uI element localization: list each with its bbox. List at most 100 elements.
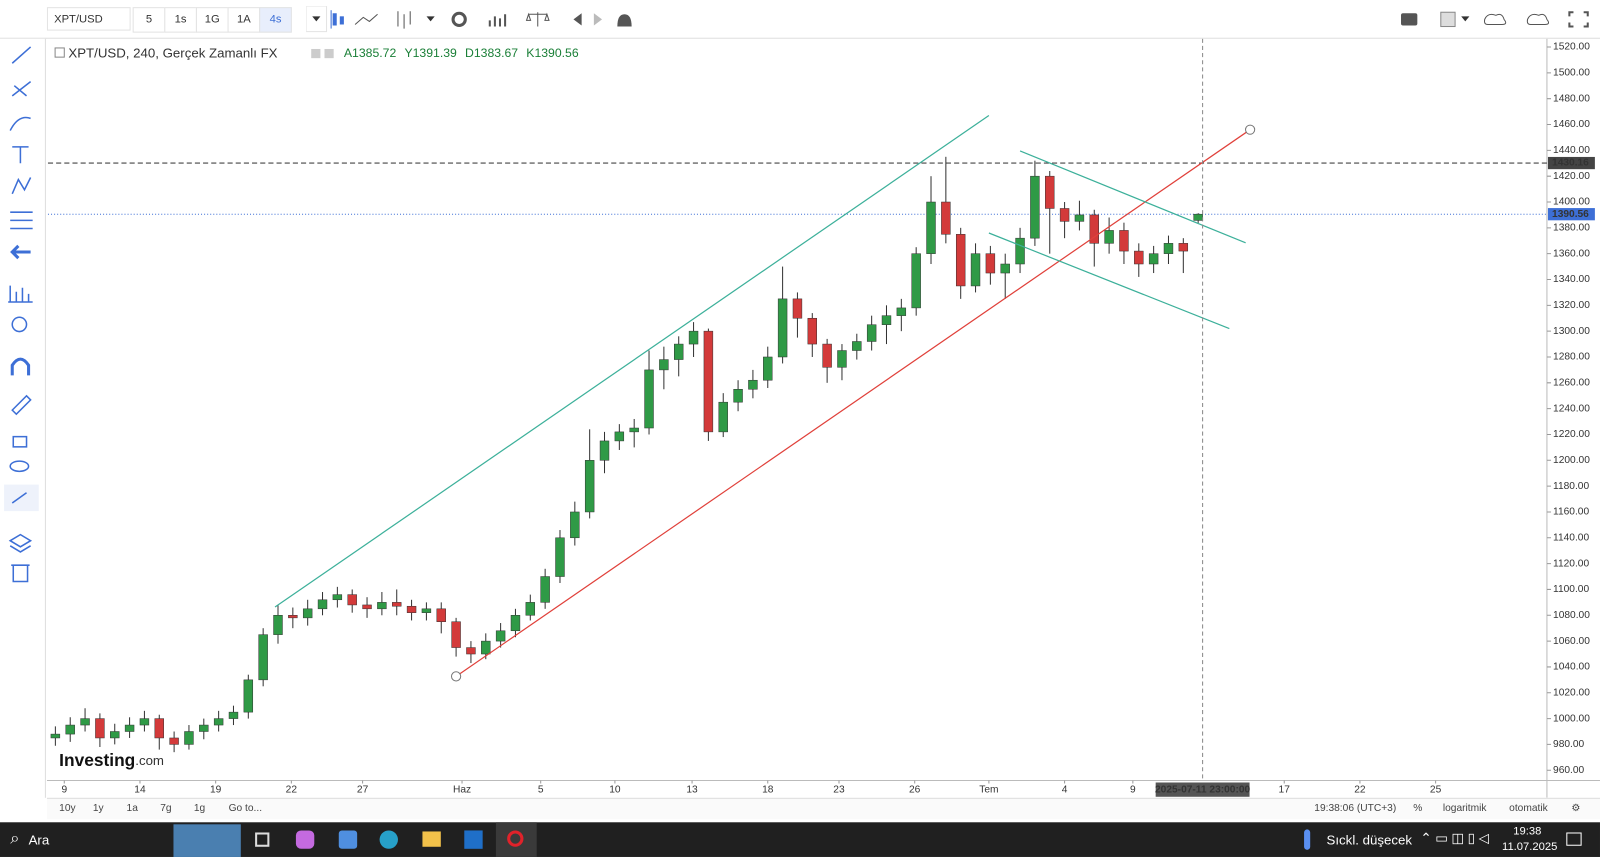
- candle-body: [703, 330, 714, 433]
- chart: XPT/USD, 240, Gerçek Zamanlı FX 960.00 98…: [46, 38, 1600, 798]
- trend-line: [455, 129, 1251, 677]
- symbol-input[interactable]: XPT/USD: [46, 7, 131, 31]
- alert-icon[interactable]: [617, 14, 632, 27]
- compare-icon[interactable]: [525, 12, 550, 27]
- candle-body: [243, 679, 254, 713]
- magnet-tool[interactable]: [10, 357, 31, 376]
- candle-body: [1015, 237, 1025, 265]
- candle-body: [1178, 243, 1189, 252]
- clock-date[interactable]: 11.07.2025: [1502, 840, 1558, 853]
- interval-button[interactable]: 1G: [195, 7, 229, 33]
- candle-body: [985, 253, 996, 274]
- widget-image[interactable]: [173, 824, 241, 857]
- link-tool[interactable]: [4, 484, 39, 512]
- candle-body: [970, 253, 981, 287]
- trash-tool[interactable]: [11, 564, 30, 583]
- range-button[interactable]: 1y: [92, 802, 104, 815]
- fib-tool[interactable]: [11, 81, 32, 97]
- clock-time[interactable]: 19:38: [1513, 825, 1542, 838]
- y-tick-label: 1340.00: [1553, 274, 1590, 285]
- indicators-icon[interactable]: [488, 14, 507, 27]
- y-tick-label: 1320.00: [1553, 300, 1590, 311]
- candle-body: [837, 350, 847, 368]
- taskbar: ⌕ Ara Sıckl. düşecek ⌃ ▭ ◫ ▯ ◁ 19:38 11.…: [0, 822, 1600, 857]
- range-button[interactable]: 1g: [193, 802, 206, 815]
- watermark-brand: Investing: [59, 750, 135, 770]
- y-tick-label: 1120.00: [1553, 558, 1589, 569]
- interval-button[interactable]: 5: [132, 7, 166, 33]
- hide-tool[interactable]: [9, 460, 30, 473]
- line-tool[interactable]: [11, 46, 32, 64]
- search-box[interactable]: Ara: [28, 832, 50, 848]
- range-button[interactable]: 7g: [160, 802, 172, 815]
- screenshot-icon[interactable]: [1401, 13, 1418, 26]
- color-icon[interactable]: [1440, 11, 1456, 28]
- layers-tool[interactable]: [8, 533, 33, 553]
- percent-toggle[interactable]: %: [1413, 802, 1423, 815]
- tray-icons[interactable]: ⌃ ▭ ◫ ▯ ◁: [1420, 830, 1489, 846]
- candle-body: [718, 401, 728, 433]
- interval-button[interactable]: 1s: [164, 7, 197, 33]
- outlook-icon[interactable]: [464, 830, 483, 849]
- y-tick-label: 1260.00: [1553, 378, 1590, 389]
- store-icon[interactable]: [338, 830, 358, 849]
- candle-body: [674, 343, 684, 360]
- fullscreen-icon[interactable]: [1568, 11, 1589, 28]
- edge-icon[interactable]: [379, 830, 398, 849]
- y-tick-label: 1300.00: [1553, 326, 1590, 337]
- x-tick-label: 18: [762, 784, 774, 795]
- candle-body: [866, 324, 877, 342]
- x-tick-label: 25: [1430, 784, 1442, 795]
- interval-button[interactable]: 4s: [259, 7, 292, 33]
- candle-body: [332, 594, 343, 601]
- explorer-icon[interactable]: [422, 831, 441, 847]
- cloud-up-icon[interactable]: [1526, 13, 1550, 25]
- range-button[interactable]: 1a: [126, 802, 138, 815]
- candle-body: [807, 317, 817, 345]
- x-tick-label: 5: [538, 784, 544, 795]
- settings-button[interactable]: ⚙: [1571, 802, 1581, 815]
- candle-body: [228, 711, 239, 719]
- search-icon[interactable]: ⌕: [10, 830, 20, 848]
- candle-body: [525, 602, 536, 616]
- zoom-tool[interactable]: [11, 316, 28, 333]
- y-tick-label: 1440.00: [1553, 145, 1590, 156]
- interval-button[interactable]: 1A: [227, 7, 261, 33]
- candle-body: [644, 369, 654, 429]
- taskview-icon[interactable]: [255, 832, 270, 847]
- measure-tool[interactable]: [8, 285, 33, 303]
- log-toggle[interactable]: logaritmik: [1442, 802, 1487, 815]
- range-button[interactable]: 10y: [59, 802, 76, 815]
- forecast-tool[interactable]: [10, 211, 33, 230]
- candle-icon[interactable]: [330, 10, 344, 29]
- collapse-icon[interactable]: [54, 47, 65, 58]
- clock: 19:38:06 (UTC+3): [1314, 802, 1397, 815]
- redo-icon[interactable]: [593, 13, 603, 26]
- candle-body: [881, 315, 892, 325]
- weather-text[interactable]: Sıckl. düşecek: [1326, 832, 1413, 848]
- lock-tool[interactable]: [12, 435, 28, 448]
- goto-button[interactable]: Go to...: [228, 802, 263, 815]
- auto-toggle[interactable]: otomatik: [1509, 802, 1548, 815]
- pattern-tool[interactable]: [11, 177, 32, 195]
- candle-body: [1045, 175, 1055, 209]
- candle-body: [629, 427, 639, 433]
- back-tool[interactable]: [10, 244, 31, 260]
- candle-body: [792, 298, 803, 319]
- line-icon[interactable]: [354, 13, 378, 25]
- y-tick-label: 1020.00: [1553, 687, 1590, 698]
- bars-icon[interactable]: [397, 11, 411, 29]
- y-tick-label: 1100.00: [1553, 584, 1589, 595]
- crosshair-label: 2025-07-11 23:00:00: [1155, 784, 1251, 795]
- copilot-icon[interactable]: [295, 830, 315, 849]
- undo-icon[interactable]: [573, 13, 582, 26]
- text-tool[interactable]: [12, 146, 29, 164]
- stay-tool[interactable]: [11, 394, 32, 416]
- settings-icon[interactable]: [451, 11, 467, 28]
- cloud-down-icon[interactable]: [1483, 13, 1507, 25]
- y-tick-label: 1520.00: [1553, 42, 1590, 53]
- notification-icon[interactable]: [1566, 832, 1582, 846]
- candle-body: [258, 634, 268, 681]
- brush-tool[interactable]: [9, 116, 31, 131]
